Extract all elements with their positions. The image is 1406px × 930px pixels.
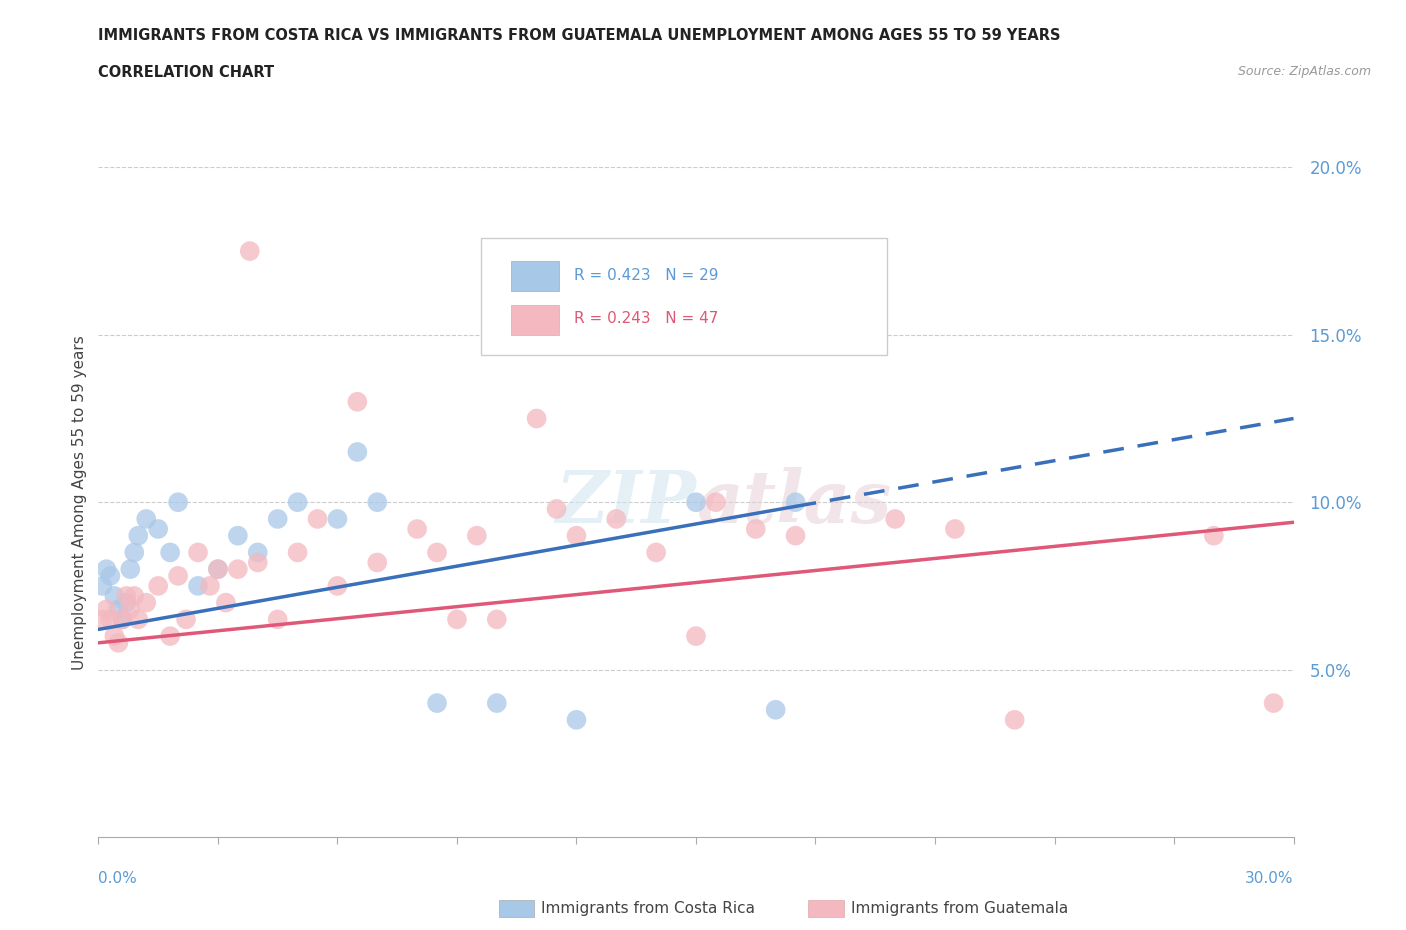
Point: [366, 495, 388, 510]
Point: [426, 696, 449, 711]
Point: [246, 545, 269, 560]
Point: [103, 589, 125, 604]
Point: [685, 629, 707, 644]
Text: Immigrants from Guatemala: Immigrants from Guatemala: [851, 901, 1069, 916]
Point: [645, 545, 668, 560]
Point: [465, 528, 488, 543]
Text: Immigrants from Costa Rica: Immigrants from Costa Rica: [541, 901, 755, 916]
Point: [226, 562, 249, 577]
Point: [159, 629, 181, 644]
Point: [96, 602, 118, 617]
Point: [267, 612, 290, 627]
Point: [159, 545, 181, 560]
Point: [127, 612, 149, 627]
Point: [107, 602, 129, 617]
Text: IMMIGRANTS FROM COSTA RICA VS IMMIGRANTS FROM GUATEMALA UNEMPLOYMENT AMONG AGES : IMMIGRANTS FROM COSTA RICA VS IMMIGRANTS…: [98, 28, 1062, 43]
Point: [187, 578, 209, 593]
Point: [127, 528, 149, 543]
Point: [485, 696, 508, 711]
Point: [785, 528, 807, 543]
Point: [135, 512, 157, 526]
Point: [685, 495, 707, 510]
Point: [124, 589, 146, 604]
Point: [366, 555, 388, 570]
Point: [884, 512, 907, 526]
Point: [326, 578, 349, 593]
Y-axis label: Unemployment Among Ages 55 to 59 years: Unemployment Among Ages 55 to 59 years: [72, 335, 87, 670]
Point: [267, 512, 290, 526]
Point: [765, 702, 787, 717]
Text: R = 0.243   N = 47: R = 0.243 N = 47: [574, 312, 718, 326]
Point: [526, 411, 548, 426]
Text: atlas: atlas: [696, 467, 891, 538]
Text: 0.0%: 0.0%: [98, 871, 138, 886]
Point: [1263, 696, 1285, 711]
Text: 30.0%: 30.0%: [1246, 871, 1294, 886]
Text: CORRELATION CHART: CORRELATION CHART: [98, 65, 274, 80]
FancyBboxPatch shape: [510, 261, 558, 291]
Point: [91, 578, 114, 593]
Point: [246, 555, 269, 570]
FancyBboxPatch shape: [481, 238, 887, 355]
Point: [135, 595, 157, 610]
Point: [207, 562, 229, 577]
Point: [120, 602, 142, 617]
Point: [785, 495, 807, 510]
Point: [346, 394, 368, 409]
Point: [91, 612, 114, 627]
Point: [426, 545, 449, 560]
Point: [187, 545, 209, 560]
Point: [546, 501, 568, 516]
Point: [215, 595, 238, 610]
Point: [198, 578, 221, 593]
Point: [287, 495, 309, 510]
Point: [1004, 712, 1026, 727]
Point: [120, 562, 142, 577]
Point: [565, 712, 588, 727]
Point: [111, 612, 134, 627]
Point: [326, 512, 349, 526]
Point: [111, 612, 134, 627]
Point: [287, 545, 309, 560]
Point: [148, 578, 170, 593]
Point: [103, 629, 125, 644]
FancyBboxPatch shape: [510, 305, 558, 335]
Point: [704, 495, 727, 510]
Point: [307, 512, 329, 526]
Point: [115, 595, 138, 610]
Point: [406, 522, 429, 537]
Point: [207, 562, 229, 577]
Point: [167, 568, 190, 583]
Point: [745, 522, 768, 537]
Point: [148, 522, 170, 537]
Point: [167, 495, 190, 510]
Point: [446, 612, 468, 627]
Point: [115, 589, 138, 604]
Point: [96, 562, 118, 577]
Point: [107, 635, 129, 650]
Point: [1202, 528, 1225, 543]
Text: ZIP: ZIP: [555, 467, 696, 538]
Point: [98, 568, 122, 583]
Point: [124, 545, 146, 560]
Point: [605, 512, 627, 526]
Point: [174, 612, 197, 627]
Point: [943, 522, 966, 537]
Point: [98, 612, 122, 627]
Text: R = 0.423   N = 29: R = 0.423 N = 29: [574, 268, 718, 283]
Point: [485, 612, 508, 627]
Text: Source: ZipAtlas.com: Source: ZipAtlas.com: [1237, 65, 1371, 78]
Point: [565, 528, 588, 543]
Point: [226, 528, 249, 543]
Point: [346, 445, 368, 459]
Point: [239, 244, 262, 259]
